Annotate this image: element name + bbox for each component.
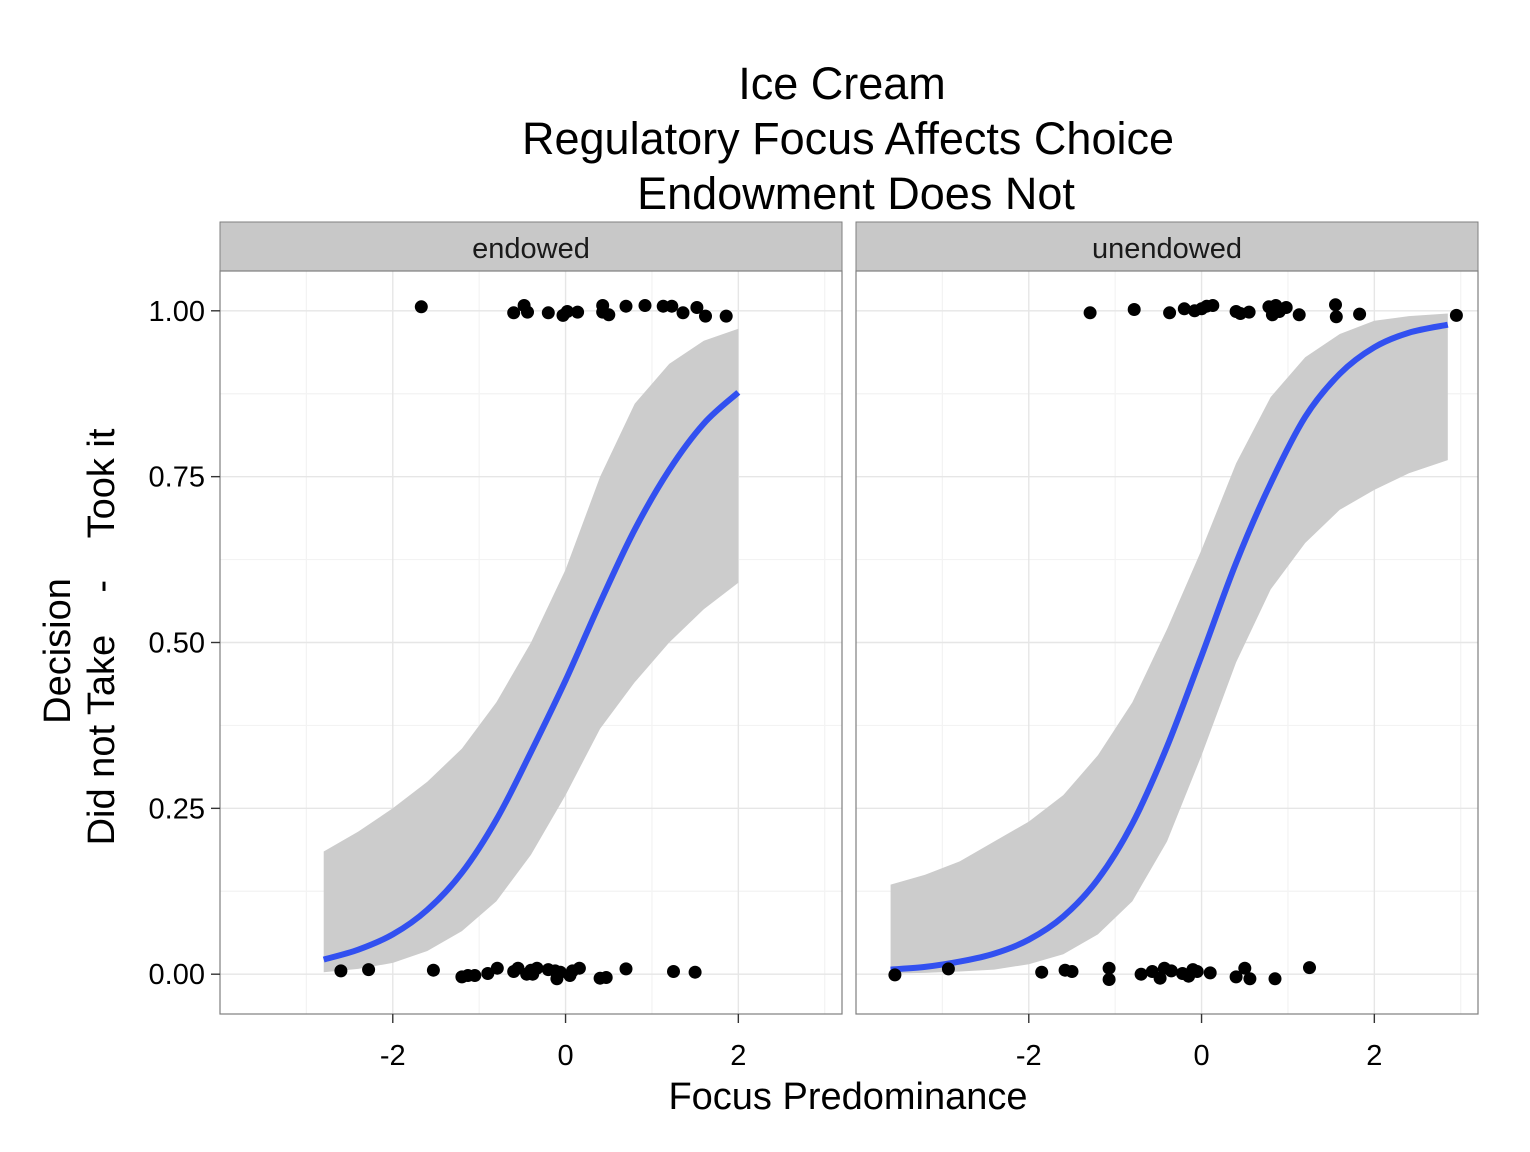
- data-point: [468, 969, 482, 982]
- x-axis-label: Focus Predominance: [668, 1076, 1027, 1118]
- data-point: [521, 305, 534, 319]
- x-tick-label: -2: [380, 1040, 406, 1072]
- data-point: [1134, 967, 1148, 981]
- data-point: [1203, 966, 1217, 980]
- data-point: [665, 299, 679, 313]
- panel-border: [855, 270, 1479, 1015]
- data-point: [1329, 298, 1342, 312]
- data-point: [362, 963, 376, 977]
- y-axis-label-line-2: Did not Take - Took it: [81, 428, 123, 845]
- data-point: [481, 967, 495, 980]
- data-point: [1242, 305, 1256, 319]
- y-tick-label: 1.00: [149, 296, 205, 328]
- y-tick-label: 0.75: [149, 462, 205, 494]
- y-tick-label: 0.50: [149, 628, 205, 660]
- confidence-ribbon: [323, 328, 739, 973]
- data-point: [1206, 299, 1220, 312]
- data-point: [1164, 964, 1178, 978]
- data-point: [619, 962, 633, 976]
- x-tick-label: 2: [730, 1040, 746, 1072]
- data-point: [1238, 961, 1252, 975]
- facet-strip-label: endowed: [472, 233, 590, 265]
- chart-title-line-1: Ice Cream: [738, 58, 946, 109]
- data-point: [941, 962, 955, 976]
- panel-unendowed: unendowed -2 0 2: [855, 221, 1479, 1072]
- data-point: [490, 961, 504, 975]
- data-point: [571, 305, 585, 319]
- fitted-logistic-curve: [322, 390, 741, 963]
- x-tick-label: -2: [1016, 1040, 1042, 1072]
- data-point: [699, 309, 712, 323]
- data-point: [690, 301, 704, 314]
- data-point: [599, 971, 613, 984]
- data-point: [541, 306, 555, 320]
- data-point: [1102, 961, 1116, 975]
- data-point: [1083, 306, 1097, 320]
- facet-strip: [219, 221, 843, 272]
- data-point: [1163, 306, 1177, 320]
- data-point: [1127, 303, 1141, 316]
- data-point: [888, 968, 902, 982]
- data-point: [334, 964, 348, 978]
- data-point: [1177, 302, 1191, 316]
- y-tick-label: 0.00: [149, 959, 205, 991]
- data-point: [688, 965, 702, 979]
- chart-title-line-3: Endowment Does Not: [637, 168, 1075, 219]
- chart-title-line-2: Regulatory Focus Affects Choice: [522, 113, 1174, 164]
- facet-strip: [855, 221, 1479, 272]
- data-point: [1303, 961, 1316, 975]
- fitted-logistic-curve: [890, 321, 1449, 973]
- x-tick-label: 0: [557, 1040, 573, 1072]
- data-point: [1153, 971, 1167, 985]
- data-point: [1449, 308, 1463, 322]
- x-tick-label: 2: [1366, 1040, 1382, 1072]
- data-point: [1353, 307, 1367, 321]
- y-tick-label: 0.25: [149, 793, 205, 825]
- data-point: [602, 308, 616, 322]
- data-point: [426, 963, 440, 977]
- data-point: [1243, 972, 1257, 986]
- facet-strip-label: unendowed: [1092, 233, 1242, 265]
- data-point: [560, 305, 574, 318]
- data-point: [1229, 970, 1243, 984]
- x-tick-label: 0: [1193, 1040, 1209, 1072]
- data-point: [526, 967, 540, 981]
- data-point: [667, 965, 680, 978]
- confidence-ribbon: [890, 313, 1448, 974]
- data-point: [638, 299, 652, 312]
- data-point: [572, 961, 586, 975]
- data-point: [1329, 310, 1343, 324]
- data-point: [1279, 301, 1293, 314]
- data-point: [1190, 965, 1204, 978]
- data-point: [1065, 965, 1079, 978]
- data-point: [414, 300, 428, 314]
- data-point: [507, 306, 521, 320]
- data-point: [1292, 308, 1306, 322]
- data-point: [719, 309, 733, 323]
- y-axis-label-line-1: Decision: [37, 578, 79, 724]
- data-point: [1268, 972, 1282, 986]
- panel-endowed: endowed -2 0 2: [219, 221, 843, 1072]
- data-point: [1102, 973, 1116, 986]
- data-point: [676, 306, 690, 320]
- plot-layer: endowed -2 0 2 unendowed -2 0 2 0.00 0.25 0.50 0.75…: [149, 221, 1479, 1072]
- data-point: [1035, 965, 1049, 979]
- data-point: [619, 299, 633, 313]
